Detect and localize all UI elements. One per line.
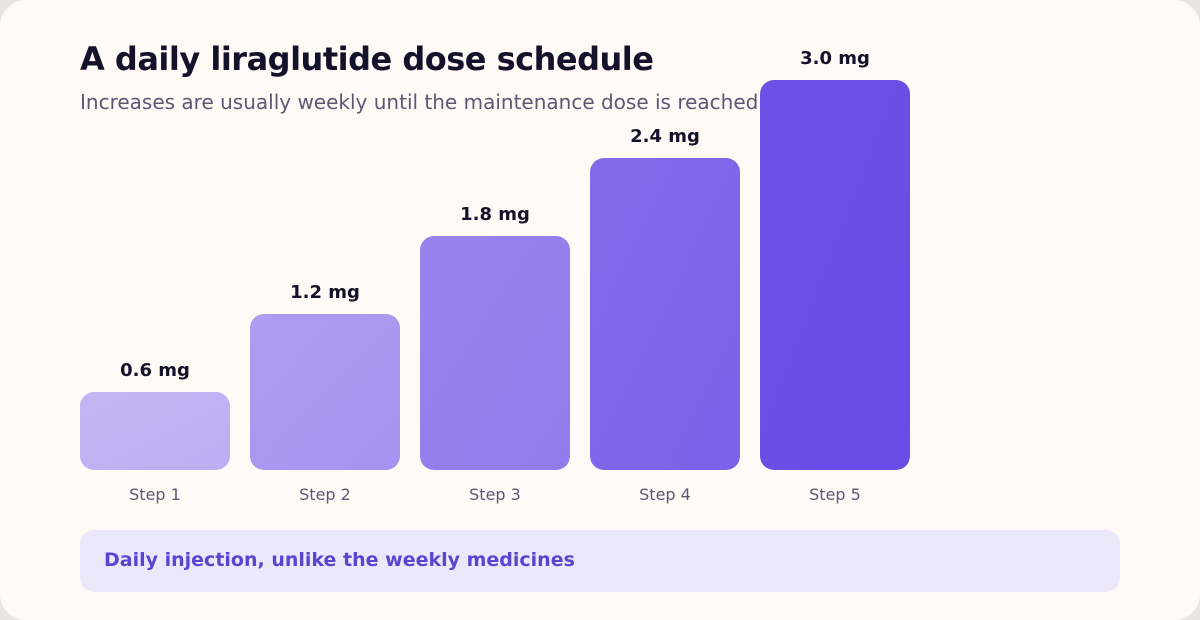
chart-title: A daily liraglutide dose schedule (80, 40, 654, 78)
bar-value-label-5: 3.0 mg (800, 48, 870, 69)
bar-4 (590, 158, 740, 470)
bar-2 (250, 314, 400, 470)
bar-value-label-3: 1.8 mg (460, 204, 530, 225)
bar-value-label-1: 0.6 mg (120, 360, 190, 381)
chart-subtitle: Increases are usually weekly until the m… (80, 90, 759, 114)
category-label-2: Step 2 (299, 485, 351, 504)
bar-value-label-4: 2.4 mg (630, 126, 700, 147)
category-label-3: Step 3 (469, 485, 521, 504)
category-label-1: Step 1 (129, 485, 181, 504)
note-banner: Daily injection, unlike the weekly medic… (80, 530, 1120, 592)
bar-3 (420, 236, 570, 470)
bar-1 (80, 392, 230, 470)
category-label-4: Step 4 (639, 485, 691, 504)
note-text: Daily injection, unlike the weekly medic… (104, 549, 575, 571)
bar-value-label-2: 1.2 mg (290, 282, 360, 303)
bar-5 (760, 80, 910, 470)
category-label-5: Step 5 (809, 485, 861, 504)
